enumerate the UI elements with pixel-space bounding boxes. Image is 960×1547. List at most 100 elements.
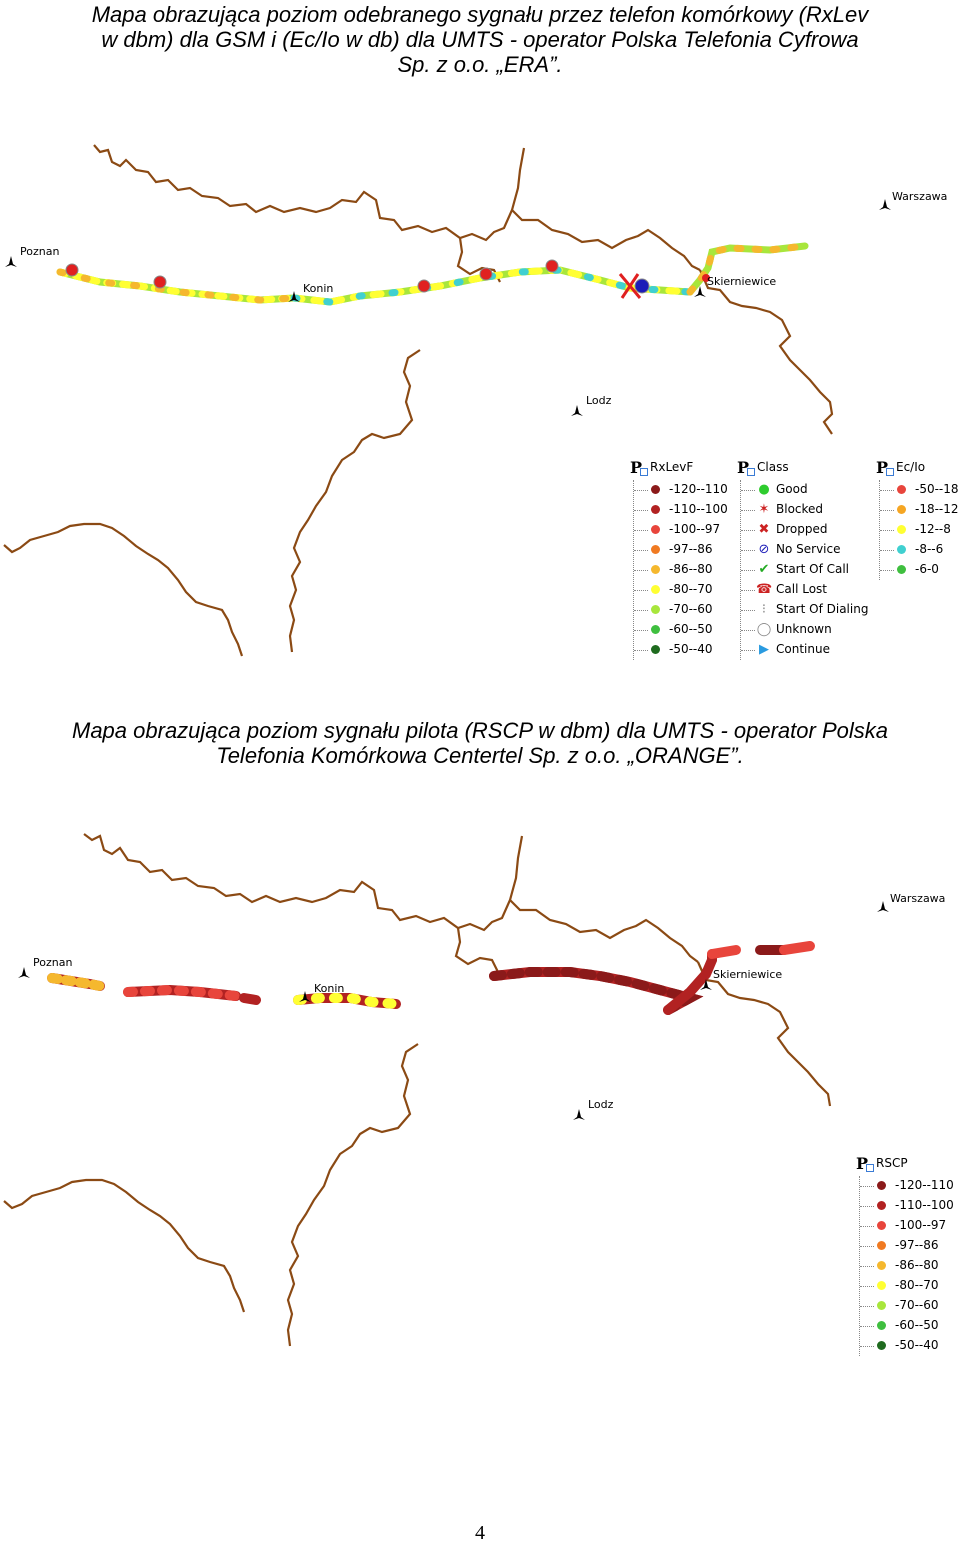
call-lost-icon: ☎ [756,582,773,597]
start-of-dialing-icon: ⁝ [761,602,767,617]
legend-connector [741,510,755,511]
border-southwest [3,1178,246,1313]
legend-swatch-icon [877,1341,886,1350]
legend-connector [741,490,755,491]
legend-label: Start Of Call [776,562,850,576]
legend-swatch-icon [877,1241,886,1250]
legend-connector [860,1186,874,1187]
legend-label: -110--100 [895,1198,954,1212]
call-lost-marker [702,274,710,282]
legend-connector [741,590,755,591]
route-segment [56,268,298,304]
map-orange-canvas [3,833,832,1347]
legend-swatch-icon [877,1181,886,1190]
border-ridge [509,899,699,963]
legend-label: -6-0 [915,562,939,576]
legend-swatch-icon [877,1301,886,1310]
dropped-marker [618,273,642,299]
border-south [286,1043,419,1347]
legend-label: -97--86 [895,1238,939,1252]
unknown-icon: ◯ [756,622,772,637]
legend-label: -70--60 [895,1298,939,1312]
legend-connector [741,650,755,651]
legend-connector [741,630,755,631]
legend-connector [634,650,648,651]
map-era-canvas [3,144,834,657]
legend-connector [741,550,755,551]
legend-label: -60--50 [895,1318,939,1332]
legend-swatch-icon [651,585,660,594]
legend-connector [860,1346,874,1347]
city-label: Poznan [33,956,73,969]
route-segment [686,242,809,296]
legend-connector [880,530,894,531]
call-lost-marker [65,263,79,277]
city-icon [299,991,311,1002]
legend-swatch-icon [651,525,660,534]
legend-list: -120--110 -110--100 -100--97 -97--86 -86--80… [633,480,728,660]
city-icon [573,1109,585,1120]
legend-connector [880,550,894,551]
legend-title: RSCP [876,1156,908,1170]
city-label: Lodz [586,394,612,407]
no-service-icon: ⊘ [758,542,770,557]
border-north [93,144,526,242]
legend-swatch-icon [651,645,660,654]
border-south [288,349,421,653]
legend-label: -100--97 [895,1218,947,1232]
event-markers [65,259,710,299]
legend-swatch-icon [651,565,660,574]
legend-list: -50--18 -18--12 -12--8 -8--6 -6-0 [879,480,959,580]
legend-label: -8--6 [915,542,944,556]
legend-connector [634,510,648,511]
legend-swatch-icon [897,545,906,554]
route-segment [779,941,815,955]
border-north [83,833,524,932]
legend-label: -120--110 [669,482,728,496]
legend-label: -100--97 [669,522,721,536]
city-icon [877,901,889,912]
legend-label: Unknown [776,622,832,636]
legend-label: Call Lost [776,582,827,596]
caption-line: w dbm) dla GSM i (Ec/Io w db) dla UMTS -… [101,27,859,52]
legend-swatch-icon [897,565,906,574]
city-icon [694,286,706,297]
legend-label: Start Of Dialing [776,602,869,616]
legend-swatch-icon [651,605,660,614]
legend-label: -80--70 [895,1278,939,1292]
good-icon: ● [758,482,770,497]
legend-swatch-icon [877,1221,886,1230]
city-icon [288,291,300,302]
legend-connector [634,570,648,571]
legend-connector [860,1206,874,1207]
dropped-icon: ✖ [758,522,770,537]
legend-connector [860,1326,874,1327]
legend-connector [860,1286,874,1287]
legend-label: -70--60 [669,602,713,616]
layer-checkbox-icon [747,468,755,476]
city-label: Poznan [20,245,60,258]
layer-checkbox-icon [866,1164,874,1172]
legend-list: ● Good ✶ Blocked ✖ Dropped ⊘ No Service ✔ Start O… [740,480,868,660]
route-segment [56,268,298,304]
legend-swatch-icon [877,1321,886,1330]
legend-label: -120--110 [895,1178,954,1192]
city-label: Skierniewice [713,968,783,981]
continue-icon: ▶ [759,642,769,657]
route-orange [47,941,815,1015]
legend-label: Good [776,482,808,496]
legend-connector [880,570,894,571]
legend-connector [880,510,894,511]
caption-orange: Mapa obrazująca poziom sygnału pilota (R… [0,718,960,768]
legend-label: -97--86 [669,542,713,556]
caption-line: Telefonia Komórkowa Centertel Sp. z o.o.… [216,743,744,768]
border-skierniewice [698,269,834,435]
legend-label: -50--40 [895,1338,939,1352]
legend-label: No Service [776,542,841,556]
layer-icon: P [630,458,643,477]
legend-label: Dropped [776,522,828,536]
legend-connector [880,490,894,491]
city-icon [571,405,583,416]
call-lost-marker [153,275,167,289]
legend-title: Ec/Io [896,460,926,474]
